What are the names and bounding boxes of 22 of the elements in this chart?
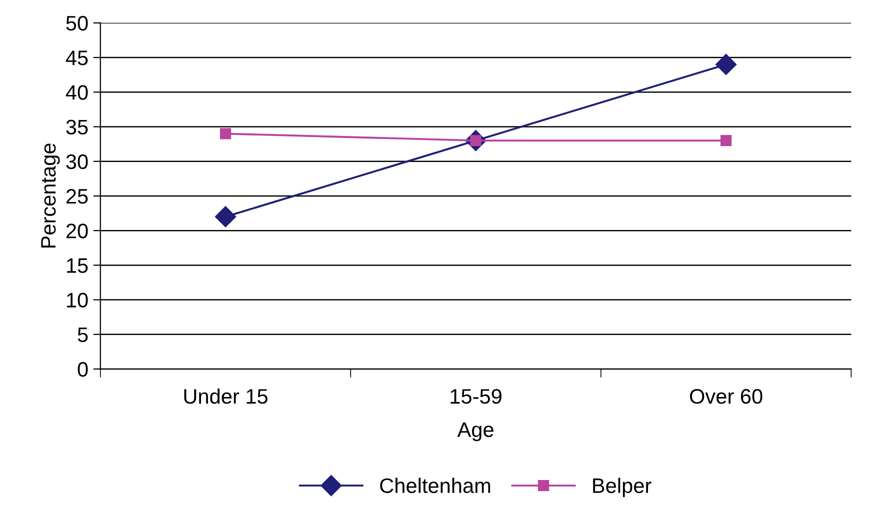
y-tick-label: 10 [67, 292, 88, 308]
y-tick-label: 5 [78, 328, 88, 342]
x-tick-label: Under 15 [184, 388, 268, 404]
x-tick-label: 15-59 [450, 389, 502, 404]
point [716, 54, 737, 75]
point [720, 135, 732, 146]
y-tick-label: 45 [66, 50, 88, 66]
legend-label: Belper [593, 478, 652, 498]
y-axis-title: Percentage [41, 144, 60, 248]
point [215, 206, 236, 228]
x-axis-title: Age [457, 422, 494, 442]
point [220, 128, 232, 140]
y-tick-label: 35 [66, 120, 88, 134]
legend-label: Cheltenham [380, 478, 490, 494]
x-tick-label: Over 60 [690, 389, 762, 404]
y-tick-label: 25 [66, 188, 88, 204]
y-tick-label: 20 [66, 224, 88, 238]
y-tick-label: 15 [67, 258, 88, 273]
y-tick-label: 50 [66, 16, 88, 31]
y-tick-label: 40 [66, 85, 88, 100]
y-tick-label: 30 [66, 154, 88, 170]
y-tick-label: 0 [78, 362, 88, 377]
